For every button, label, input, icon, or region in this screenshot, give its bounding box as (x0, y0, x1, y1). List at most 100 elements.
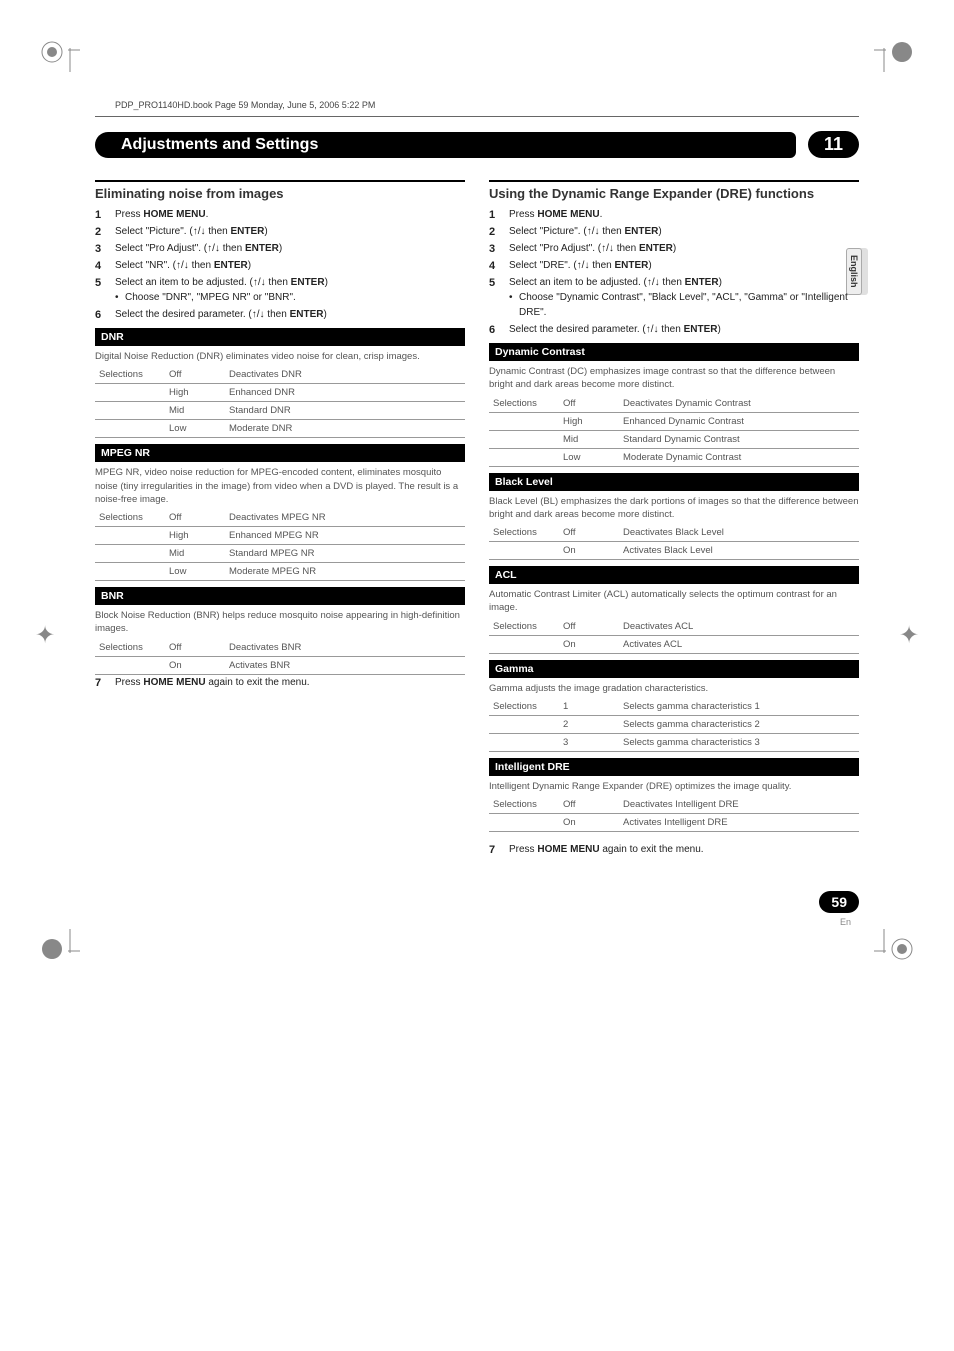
step-item: Select the desired parameter. (↑/↓ then … (489, 322, 859, 337)
cell-label: Selections (95, 509, 165, 527)
cell-label (95, 563, 165, 581)
table-row: SelectionsOffDeactivates Intelligent DRE (489, 796, 859, 814)
step-item: Press HOME MENU. (95, 207, 465, 222)
section-title-right: Using the Dynamic Range Expander (DRE) f… (489, 186, 859, 201)
cell-label: Selections (489, 698, 559, 716)
page-lang: En (840, 917, 851, 927)
step-item: Select the desired parameter. (↑/↓ then … (95, 307, 465, 322)
subsection-header: MPEG NR (95, 444, 465, 462)
cell-desc: Standard DNR (225, 402, 465, 420)
step-text: . (600, 209, 603, 220)
left-column: Eliminating noise from images Press HOME… (95, 174, 465, 861)
page-title: Adjustments and Settings (95, 132, 332, 158)
cell-option: Mid (559, 430, 619, 448)
options-table: SelectionsOffDeactivates DNRHighEnhanced… (95, 366, 465, 438)
title-strip (330, 132, 796, 158)
step-sub: Choose "DNR", "MPEG NR" or "BNR". (115, 290, 465, 305)
table-row: HighEnhanced Dynamic Contrast (489, 412, 859, 430)
subsection-desc: Gamma adjusts the image gradation charac… (489, 678, 859, 698)
cell-option: Low (165, 563, 225, 581)
cell-desc: Moderate DNR (225, 420, 465, 438)
cell-option: Low (165, 420, 225, 438)
step-item: Select an item to be adjusted. (↑/↓ then… (95, 275, 465, 305)
step-text: ) (719, 277, 722, 288)
cell-option: Off (559, 796, 619, 814)
step-text: Select "Pro Adjust". ( (115, 243, 207, 254)
cell-desc: Selects gamma characteristics 3 (619, 734, 859, 752)
cell-desc: Enhanced DNR (225, 384, 465, 402)
step-item: Press HOME MENU. (489, 207, 859, 222)
step-text: then (189, 260, 214, 271)
cell-desc: Activates ACL (619, 635, 859, 653)
table-row: HighEnhanced MPEG NR (95, 527, 465, 545)
table-row: MidStandard Dynamic Contrast (489, 430, 859, 448)
cell-option: On (559, 635, 619, 653)
cell-label: Selections (489, 618, 559, 636)
table-row: SelectionsOffDeactivates BNR (95, 639, 465, 657)
step-text: Select "NR". ( (115, 260, 176, 271)
step-text: then (660, 277, 685, 288)
registration-cross-right: ✦ (894, 620, 924, 650)
section-rule (489, 180, 859, 182)
cell-option: Mid (165, 402, 225, 420)
step-bold: ENTER (684, 324, 718, 335)
crop-mark-tr (874, 40, 914, 80)
table-row: OnActivates ACL (489, 635, 859, 653)
cell-option: Mid (165, 545, 225, 563)
steps-right: Press HOME MENU.Select "Picture". (↑/↓ t… (489, 207, 859, 337)
step-text: then (205, 226, 230, 237)
step-text: ) (279, 243, 282, 254)
arrow-icon: ↑/↓ (252, 309, 265, 320)
step-text: Select an item to be adjusted. ( (115, 277, 253, 288)
cell-desc: Deactivates MPEG NR (225, 509, 465, 527)
cell-desc: Deactivates DNR (225, 366, 465, 384)
step-bold: ENTER (614, 260, 648, 271)
step-item: Press HOME MENU again to exit the menu. (95, 675, 465, 690)
table-row: Selections1Selects gamma characteristics… (489, 698, 859, 716)
footer: 59 En (95, 891, 859, 941)
subsection-desc: Digital Noise Reduction (DNR) eliminates… (95, 346, 465, 366)
cell-option: 2 (559, 716, 619, 734)
options-table: SelectionsOffDeactivates MPEG NRHighEnha… (95, 509, 465, 581)
arrow-icon: ↑/↓ (647, 277, 660, 288)
cell-label (95, 656, 165, 674)
step-bold: ENTER (245, 243, 279, 254)
step-bold: HOME MENU (537, 209, 599, 220)
step-text: then (659, 324, 684, 335)
step-item: Press HOME MENU again to exit the menu. (489, 842, 859, 857)
cell-label (489, 430, 559, 448)
subsection-desc: MPEG NR, video noise reduction for MPEG-… (95, 462, 465, 509)
cell-option: Off (559, 395, 619, 413)
cell-option: Off (165, 509, 225, 527)
table-row: SelectionsOffDeactivates Dynamic Contras… (489, 395, 859, 413)
cell-desc: Deactivates Black Level (619, 524, 859, 542)
step-text: then (265, 309, 290, 320)
cell-desc: Moderate MPEG NR (225, 563, 465, 581)
table-row: LowModerate DNR (95, 420, 465, 438)
table-row: OnActivates Intelligent DRE (489, 814, 859, 832)
options-table: SelectionsOffDeactivates ACLOnActivates … (489, 618, 859, 654)
cell-option: Off (559, 618, 619, 636)
header-rule (95, 116, 859, 117)
cell-label (489, 814, 559, 832)
subsection-header: DNR (95, 328, 465, 346)
table-row: 2Selects gamma characteristics 2 (489, 716, 859, 734)
step-text: then (599, 226, 624, 237)
cell-label (489, 635, 559, 653)
cell-desc: Enhanced MPEG NR (225, 527, 465, 545)
step-text: ) (325, 277, 328, 288)
step-text: Press (115, 209, 143, 220)
subsection-header: ACL (489, 566, 859, 584)
cell-desc: Selects gamma characteristics 2 (619, 716, 859, 734)
step-text: ) (248, 260, 251, 271)
step7-left: Press HOME MENU again to exit the menu. (95, 675, 465, 690)
cell-label (489, 716, 559, 734)
step-item: Select "Pro Adjust". (↑/↓ then ENTER) (95, 241, 465, 256)
step-text: Press (509, 844, 537, 855)
cell-option: High (165, 384, 225, 402)
cell-desc: Deactivates ACL (619, 618, 859, 636)
subsection-header: Black Level (489, 473, 859, 491)
subsection-header: BNR (95, 587, 465, 605)
step-text: Select "Picture". ( (115, 226, 193, 237)
step-bold: ENTER (625, 226, 659, 237)
